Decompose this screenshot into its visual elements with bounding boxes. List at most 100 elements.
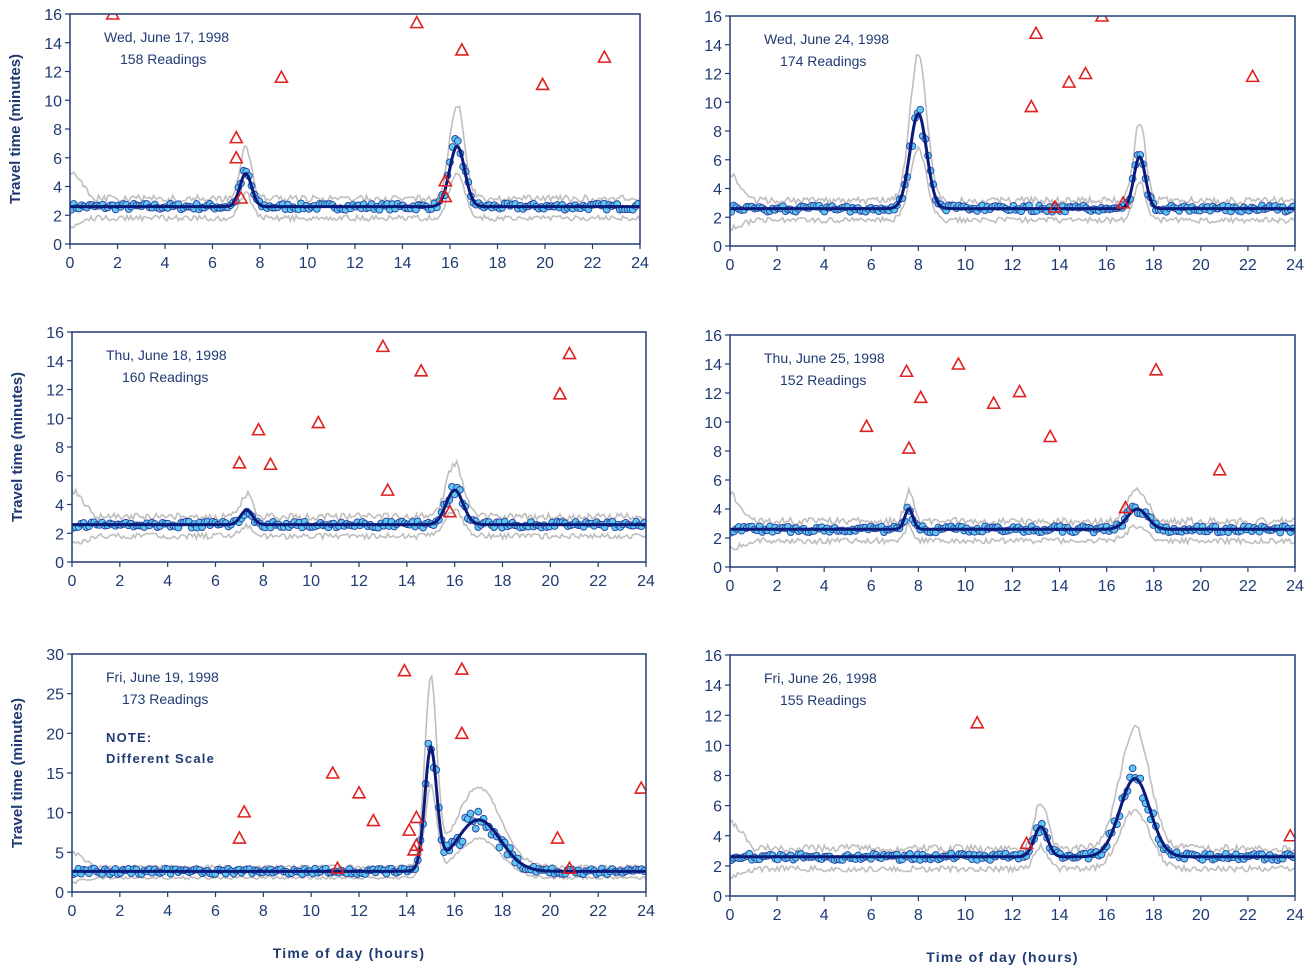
x-tick-label: 6	[211, 903, 220, 920]
outlier-point	[454, 661, 470, 675]
x-tick-label: 24	[1286, 907, 1304, 924]
panel-readings-label: 155 Readings	[780, 692, 866, 708]
outlier-point	[454, 725, 470, 740]
x-tick-label: 12	[346, 255, 364, 272]
plot-area	[730, 715, 1295, 880]
outlier-point	[1118, 499, 1133, 514]
y-tick-label: 4	[53, 180, 62, 197]
y-tick-label: 0	[713, 239, 722, 256]
y-axis-label: Travel time (minutes)	[9, 698, 26, 848]
plot-area	[70, 14, 640, 229]
median-line	[72, 744, 646, 873]
y-tick-label: 2	[55, 526, 64, 543]
x-tick-label: 22	[589, 573, 607, 590]
x-tick-label: 4	[820, 578, 829, 595]
x-tick-label: 16	[441, 255, 459, 272]
y-tick-label: 14	[44, 36, 62, 53]
y-tick-label: 6	[55, 469, 64, 486]
y-tick-label: 4	[713, 182, 722, 199]
plot-area	[730, 356, 1295, 551]
reading-point	[916, 105, 925, 114]
outlier-point	[232, 455, 247, 469]
x-tick-label: 20	[1192, 907, 1210, 924]
outlier-point	[105, 14, 121, 20]
x-tick-label: 8	[259, 573, 268, 590]
y-tick-label: 14	[46, 354, 64, 371]
outlier-point	[228, 129, 244, 144]
y-tick-label: 8	[713, 444, 722, 461]
y-tick-label: 12	[704, 67, 722, 84]
x-tick-label: 16	[446, 903, 464, 920]
outlier-point	[397, 662, 412, 677]
y-tick-label: 10	[46, 411, 64, 428]
reading-point	[474, 807, 483, 816]
x-tick-label: 20	[541, 903, 559, 920]
reading-point	[1128, 764, 1137, 773]
y-tick-label: 4	[55, 498, 64, 515]
lower-band-line	[72, 508, 646, 545]
reading-point	[458, 837, 467, 846]
outlier-point	[325, 765, 341, 779]
panel-date-label: Fri, June 26, 1998	[764, 670, 877, 686]
lower-band-line	[730, 145, 1295, 232]
y-tick-label: 10	[704, 738, 722, 755]
y-tick-label: 12	[704, 708, 722, 725]
outlier-point	[535, 76, 550, 91]
x-tick-label: 4	[161, 255, 170, 272]
outlier-point	[380, 482, 396, 496]
median-line	[70, 144, 640, 209]
x-tick-label: 18	[1145, 578, 1163, 595]
x-tick-label: 0	[726, 257, 735, 274]
outlier-point	[251, 422, 266, 436]
x-tick-label: 24	[631, 255, 649, 272]
y-tick-label: 8	[713, 124, 722, 141]
panel-readings-label: 173 Readings	[122, 691, 208, 707]
x-tick-label: 10	[302, 903, 320, 920]
panel-date-label: Thu, June 25, 1998	[764, 350, 885, 366]
panel-date-label: Fri, June 19, 1998	[106, 669, 219, 685]
reading-point	[466, 809, 475, 818]
x-tick-label: 6	[867, 907, 876, 924]
x-tick-label: 4	[820, 907, 829, 924]
plot-area	[72, 661, 646, 885]
y-tick-label: 12	[46, 383, 64, 400]
scale-note-text: Different Scale	[106, 751, 215, 766]
x-tick-label: 14	[398, 903, 416, 920]
x-axis-label: Time of day (hours)	[273, 945, 425, 961]
x-tick-label: 14	[1051, 257, 1069, 274]
y-tick-label: 10	[46, 806, 64, 823]
x-tick-label: 10	[957, 907, 975, 924]
x-tick-label: 12	[1004, 578, 1022, 595]
upper-band-line	[730, 54, 1295, 208]
x-tick-label: 6	[208, 255, 217, 272]
panel-date-label: Thu, June 18, 1998	[106, 347, 227, 363]
panel-date-label: Wed, June 24, 1998	[764, 31, 889, 47]
outlier-point	[454, 42, 470, 56]
upper-band-line	[72, 458, 646, 523]
plot-area	[730, 16, 1295, 232]
x-tick-label: 2	[115, 573, 124, 590]
x-tick-label: 0	[68, 903, 77, 920]
y-axis-label: Travel time (minutes)	[7, 54, 24, 204]
outlier-point	[552, 386, 568, 400]
x-tick-label: 14	[398, 573, 416, 590]
y-tick-label: 12	[44, 65, 62, 82]
outlier-point	[409, 809, 424, 824]
x-tick-label: 6	[867, 578, 876, 595]
x-tick-label: 2	[773, 578, 782, 595]
y-tick-label: 6	[53, 151, 62, 168]
reading-point	[471, 824, 480, 833]
scale-note-title: NOTE:	[106, 730, 152, 745]
y-tick-label: 25	[46, 687, 64, 704]
y-tick-label: 8	[713, 769, 722, 786]
upper-band-line	[70, 105, 640, 205]
x-tick-label: 12	[1004, 907, 1022, 924]
chart-panel-5: 0 2 4 6 8 10 12 14 16 18 20 22 24051015202530Travel …	[9, 647, 655, 961]
outlier-point	[986, 395, 1002, 409]
outlier-point	[437, 188, 453, 203]
x-tick-label: 22	[1239, 257, 1257, 274]
x-tick-label: 2	[773, 907, 782, 924]
x-tick-label: 16	[1098, 257, 1116, 274]
